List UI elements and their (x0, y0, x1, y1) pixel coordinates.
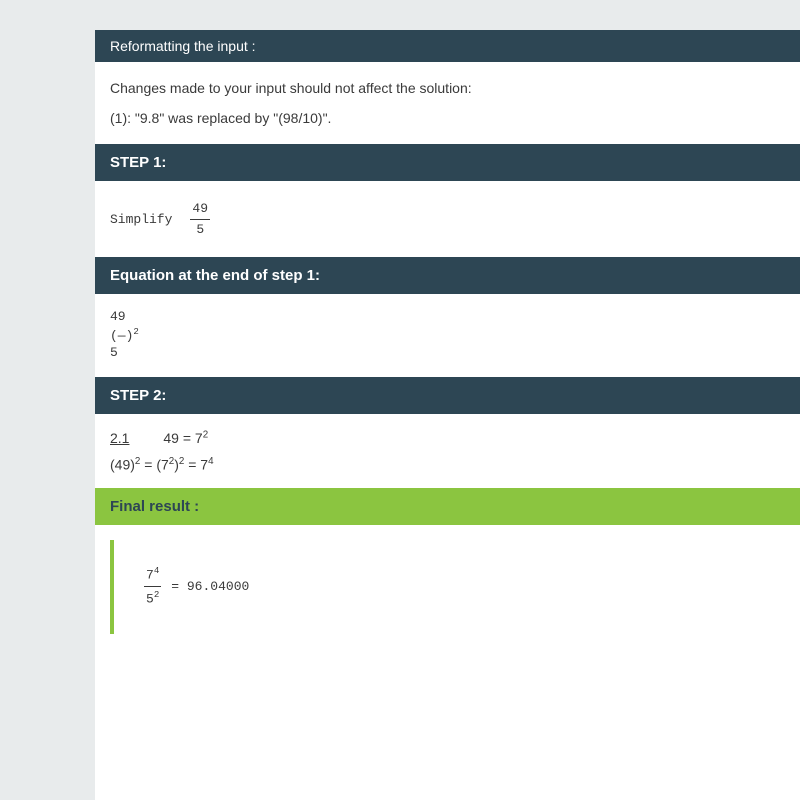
step-2-expr-1: 49 = 72 (163, 430, 208, 446)
step-2-title: STEP 2: (110, 387, 166, 404)
equation-end-step-1-body: 49 (—)2 5 (95, 294, 800, 377)
solution-content: Reformatting the input : Changes made to… (95, 30, 800, 800)
final-numerator: 74 (144, 565, 161, 585)
eq1-line2: (—)2 (110, 326, 785, 345)
fraction-denominator: 5 (194, 222, 206, 238)
final-fraction-bar (144, 586, 161, 587)
simplify-fraction: 49 5 (190, 201, 210, 237)
step-2-header: STEP 2: (95, 377, 800, 414)
fraction-numerator: 49 (190, 201, 210, 217)
fraction-bar (190, 219, 210, 220)
simplify-label: Simplify (110, 212, 172, 227)
step-1-body: Simplify 49 5 (95, 181, 800, 257)
step-2-line-1: 2.1 49 = 72 (110, 429, 785, 446)
reformat-intro: Changes made to your input should not af… (110, 80, 785, 96)
eq1-line1: 49 (110, 309, 785, 326)
final-result-body: 74 52 = 96.04000 (110, 540, 785, 634)
equation-end-step-1-title: Equation at the end of step 1: (110, 267, 320, 284)
reformat-change-1: (1): "9.8" was replaced by "(98/10)". (110, 110, 785, 126)
final-denominator: 52 (144, 589, 161, 609)
final-fraction: 74 52 (144, 565, 161, 609)
step-2-line-2: (49)2 = (72)2 = 74 (110, 456, 785, 473)
step-2-link[interactable]: 2.1 (110, 430, 129, 446)
final-result-header: Final result : (95, 488, 800, 525)
reformat-body: Changes made to your input should not af… (95, 62, 800, 144)
eq1-line3: 5 (110, 345, 785, 362)
reformat-header: Reformatting the input : (95, 30, 800, 62)
reformat-title: Reformatting the input : (110, 38, 256, 54)
step-2-body: 2.1 49 = 72 (49)2 = (72)2 = 74 (95, 414, 800, 487)
step-1-header: STEP 1: (95, 144, 800, 181)
equation-end-step-1-header: Equation at the end of step 1: (95, 257, 800, 294)
final-equals-value: = 96.04000 (171, 579, 249, 594)
final-result-title: Final result : (110, 498, 199, 515)
step-1-title: STEP 1: (110, 154, 166, 171)
